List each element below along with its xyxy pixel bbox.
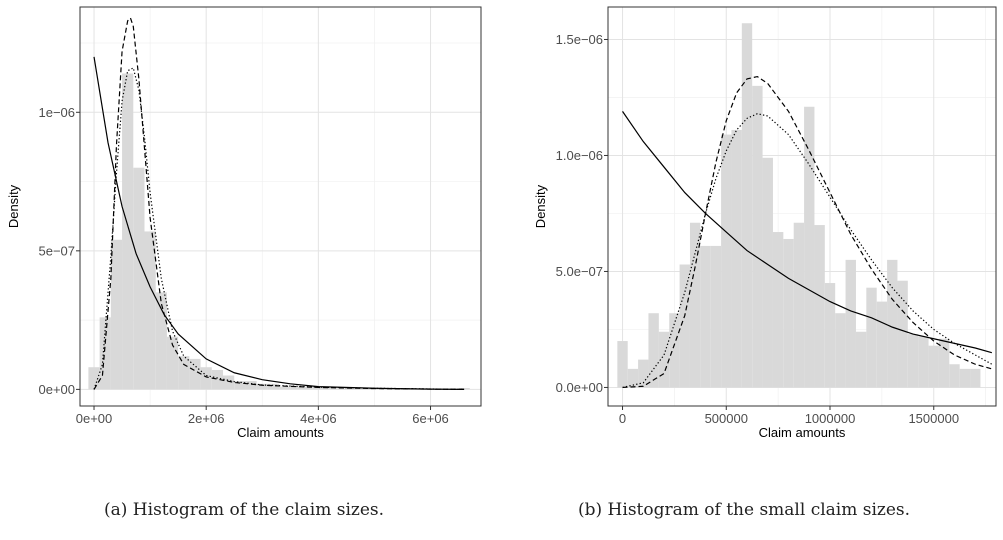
histogram-bar (741, 23, 753, 388)
histogram-bar (458, 387, 470, 390)
density-curve-dotted (93, 67, 465, 390)
x-tick-label: 1000000 (805, 411, 856, 426)
histogram-bar (357, 388, 369, 390)
histogram-bar (267, 383, 280, 390)
histogram-bar (627, 368, 639, 388)
histogram-bar (814, 225, 825, 388)
histogram-bar (279, 386, 291, 390)
histogram-bar (99, 317, 111, 390)
histogram-bar (959, 368, 971, 388)
y-axis-title: Density (6, 184, 21, 228)
x-tick-label: 500000 (705, 411, 748, 426)
histogram-bar (700, 245, 711, 388)
histogram-bar (949, 364, 960, 388)
histogram-bar (804, 106, 815, 388)
histogram-bar (658, 331, 670, 388)
histogram-bar (323, 387, 336, 390)
histogram-bar (887, 259, 898, 388)
histogram-bar (290, 386, 302, 390)
histogram-bar (122, 73, 134, 390)
histogram-bar (876, 301, 888, 388)
x-axis-title: Claim amounts (759, 425, 846, 440)
histogram-bar (88, 367, 100, 390)
y-tick-label: 5.0e−07 (556, 264, 603, 279)
x-tick-label: 2e+06 (188, 411, 225, 426)
x-tick-label: 0 (619, 411, 626, 426)
histogram-bar (845, 259, 856, 388)
histogram-bar (638, 359, 649, 388)
histogram-bar (178, 356, 190, 390)
histogram-bar (346, 388, 358, 390)
histogram-bar (155, 292, 167, 390)
histogram-bar (721, 134, 732, 388)
x-tick-label: 0e+00 (76, 411, 113, 426)
chart-panel-a: 0e+00 2e+06 4e+06 6e+06 0e+00 5e−07 1e−06 Claim… (6, 6, 482, 440)
x-tick-label: 4e+06 (300, 411, 337, 426)
density-curve-dashed (622, 75, 993, 389)
y-tick-label: 0e+00 (38, 382, 75, 397)
histogram-bar (245, 381, 257, 390)
histogram-bar (918, 336, 929, 388)
y-axis-title: Density (533, 184, 548, 228)
histogram-bar (380, 388, 392, 390)
panel-border (79, 6, 482, 407)
histogram-bar (866, 287, 877, 388)
x-tick-label: 1500000 (908, 411, 959, 426)
y-tick-label: 1e−06 (38, 105, 75, 120)
histogram-bar (855, 331, 867, 388)
x-tick-label: 6e+06 (412, 411, 449, 426)
x-axis-title: Claim amounts (237, 425, 324, 440)
histogram-bar (938, 338, 950, 388)
caption-b: (b) Histogram of the small claim sizes. (578, 500, 911, 520)
histogram-bar (752, 85, 763, 388)
y-tick-label: 0.0e+00 (556, 380, 603, 395)
y-tick-label: 5e−07 (38, 243, 75, 258)
histogram-bar (234, 381, 246, 390)
histogram-bar (256, 383, 268, 390)
histogram-bar (335, 388, 347, 390)
histogram-bar (669, 313, 680, 388)
histogram-bar (223, 375, 235, 390)
histogram-bar (772, 232, 784, 388)
histogram-bar (835, 313, 846, 388)
histogram-bar (166, 336, 179, 390)
histogram-bar (824, 283, 836, 388)
histogram-bar (970, 368, 981, 388)
histogram-bar (211, 369, 224, 390)
histogram-bar (110, 239, 123, 390)
histogram-bar (144, 231, 156, 390)
density-curve-solid (622, 111, 993, 354)
histogram-bar (793, 222, 805, 388)
histogram-bar (710, 245, 722, 388)
histogram-bar (648, 313, 659, 388)
histogram-bar (731, 129, 742, 388)
histogram-bar (762, 157, 773, 388)
histogram-bar (907, 334, 919, 388)
caption-a: (a) Histogram of the claim sizes. (104, 500, 385, 520)
histogram-bar (897, 280, 908, 388)
histogram-bar (679, 264, 690, 388)
histogram-bar (301, 386, 313, 390)
histogram-bar (189, 358, 201, 390)
panel-border (607, 6, 997, 407)
histogram-bar (689, 222, 701, 388)
histogram-bar (200, 367, 212, 390)
y-tick-label: 1.5e−06 (556, 32, 603, 47)
histogram-bar (617, 341, 628, 388)
histogram-bar (928, 345, 939, 388)
y-tick-label: 1.0e−06 (556, 148, 603, 163)
chart-panel-b: 0 500000 1000000 1500000 0.0e+00 5.0e−07 1.0e−… (533, 6, 997, 440)
histogram-bar (783, 238, 794, 388)
histogram-bar (133, 167, 145, 390)
